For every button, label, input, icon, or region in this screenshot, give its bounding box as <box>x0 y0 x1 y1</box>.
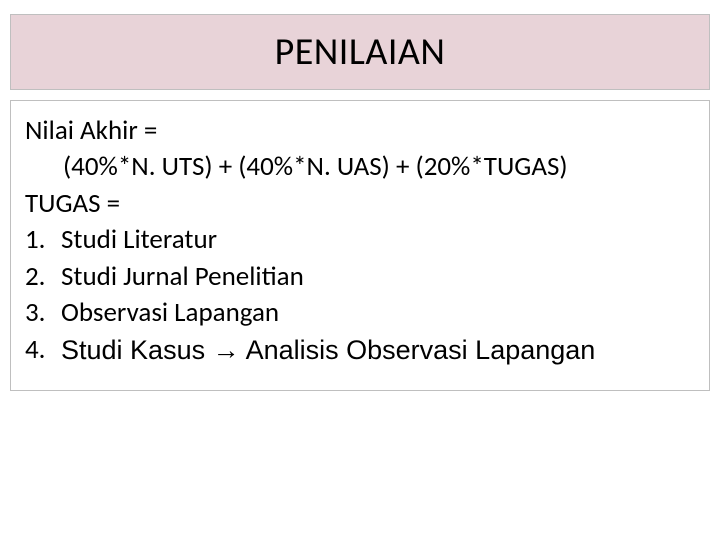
list-text: Studi Kasus → Analisis Observasi Lapanga… <box>61 332 595 368</box>
list-number: 3. <box>25 295 61 331</box>
line-tugas: TUGAS = <box>25 186 695 222</box>
list-text: Studi Literatur <box>61 222 217 258</box>
list-item-1: 1. Studi Literatur <box>25 222 695 258</box>
content-box: Nilai Akhir = (40%*N. UTS) + (40%*N. UAS… <box>10 100 710 391</box>
list-text: Studi Jurnal Penelitian <box>61 259 304 295</box>
list-item-2: 2. Studi Jurnal Penelitian <box>25 259 695 295</box>
slide-container: PENILAIAN Nilai Akhir = (40%*N. UTS) + (… <box>10 14 710 526</box>
line-nilai-akhir: Nilai Akhir = <box>25 113 695 149</box>
title-bar: PENILAIAN <box>10 14 710 90</box>
list-item-3: 3. Observasi Lapangan <box>25 295 695 331</box>
list-number: 1. <box>25 222 61 258</box>
list-number: 4. <box>25 332 61 368</box>
list-number: 2. <box>25 259 61 295</box>
list-text: Observasi Lapangan <box>61 295 279 331</box>
list-item-4: 4. Studi Kasus → Analisis Observasi Lapa… <box>25 332 695 368</box>
slide-title: PENILAIAN <box>11 29 709 75</box>
line-formula: (40%*N. UTS) + (40%*N. UAS) + (20%*TUGAS… <box>25 149 695 185</box>
